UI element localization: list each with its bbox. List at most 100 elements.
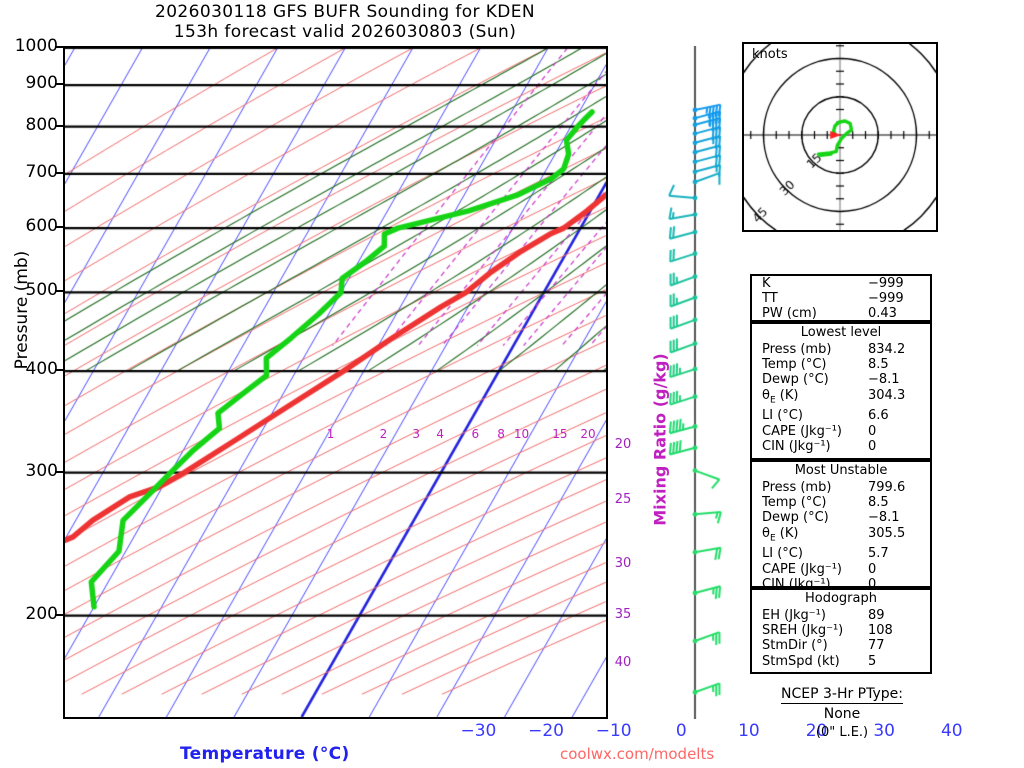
lowest-level-label: θE (K) <box>762 387 799 406</box>
skewt-diagram <box>65 48 606 717</box>
table-row: K −999 <box>752 276 930 291</box>
most-unstable-value: 0 <box>868 576 877 592</box>
pressure-tick-mark <box>55 369 63 372</box>
index-value: −999 <box>868 291 904 307</box>
most-unstable-label: Press (mb) <box>762 480 832 495</box>
altitude-tick-label: 25 <box>614 492 632 507</box>
mixing-ratio-tick-label: 3 <box>412 427 421 441</box>
mixing-ratio-tick-label: 2 <box>379 427 388 441</box>
watermark-credit: coolwx.com/modelts <box>560 745 715 763</box>
page-title: 2026030118 GFS BUFR Sounding for KDEN <box>154 2 535 22</box>
most-unstable-value: 0 <box>868 561 877 577</box>
hodo-stat-label: SREH (Jkg⁻¹) <box>762 623 844 639</box>
table-row: CAPE (Jkg⁻¹) 0 <box>752 424 930 439</box>
mixing-ratio-tick-label: 10 <box>513 427 530 441</box>
ptype-liquid-equivalent: (0" L.E.) <box>815 725 869 740</box>
pressure-tick-mark <box>55 124 63 127</box>
most-unstable-label: Dewp (°C) <box>762 510 829 526</box>
pressure-tick-label: 800 <box>25 114 58 135</box>
pressure-tick-mark <box>55 470 63 473</box>
temperature-tick-label: −10 <box>595 721 632 741</box>
most-unstable-label: Temp (°C) <box>762 495 827 511</box>
temperature-tick-label: 40 <box>940 721 963 741</box>
mixing-ratio-tick-label: 6 <box>471 427 480 441</box>
pressure-tick-label: 400 <box>25 359 58 380</box>
temperature-tick-label: 20 <box>805 721 828 741</box>
pressure-tick-label: 200 <box>25 603 58 624</box>
hodograph-units-label: knots <box>752 47 788 62</box>
table-row: CAPE (Jkg⁻¹) 0 <box>752 562 930 577</box>
table-row: TT −999 <box>752 291 930 306</box>
table-row: EH (Jkg⁻¹) 89 <box>752 608 930 623</box>
table-row: LI (°C) 6.6 <box>752 408 930 423</box>
pressure-tick-mark <box>55 290 63 293</box>
temperature-tick-label: 0 <box>675 721 687 741</box>
lowest-level-value: 0 <box>868 438 877 454</box>
table-row: SREH (Jkg⁻¹) 108 <box>752 623 930 638</box>
hodograph-stats-box: Hodograph EH (Jkg⁻¹) 89 SREH (Jkg⁻¹) 108 Stm… <box>750 588 932 674</box>
table-row: Dewp (°C) −8.1 <box>752 372 930 387</box>
table-row: θE (K) 304.3 <box>752 388 930 409</box>
pressure-tick-label: 500 <box>25 280 58 301</box>
pressure-tick-label: 700 <box>25 161 58 182</box>
table-row: CIN (Jkg⁻¹) 0 <box>752 439 930 454</box>
mixing-ratio-tick-label: 8 <box>497 427 505 441</box>
hodo-stat-label: StmDir (°) <box>762 638 828 654</box>
temperature-axis-label: Temperature (°C) <box>180 744 350 764</box>
most-unstable-label: LI (°C) <box>762 546 803 562</box>
pressure-tick-mark <box>55 226 63 229</box>
index-label: K <box>762 276 771 291</box>
hodograph-stats-heading: Hodograph <box>805 591 877 606</box>
index-value: 0.43 <box>868 306 897 322</box>
lowest-level-label: Press (mb) <box>762 342 832 357</box>
most-unstable-value: 5.7 <box>868 546 889 562</box>
table-row: Press (mb) 799.6 <box>752 480 930 495</box>
lowest-level-label: LI (°C) <box>762 408 803 424</box>
table-row: Press (mb) 834.2 <box>752 342 930 357</box>
lowest-level-label: Dewp (°C) <box>762 372 829 388</box>
lowest-level-label: CIN (Jkg⁻¹) <box>762 438 831 454</box>
pressure-tick-label: 300 <box>25 460 58 481</box>
pressure-tick-mark <box>55 83 63 86</box>
hodograph-panel: knots <box>742 42 938 232</box>
mixing-ratio-tick-label: 20 <box>580 427 596 441</box>
lowest-level-box: Lowest level Press (mb) 834.2 Temp (°C) 8.5… <box>750 322 932 460</box>
table-row: LI (°C) 5.7 <box>752 546 930 561</box>
pressure-tick-label: 1000 <box>14 36 58 56</box>
ptype-title: NCEP 3-Hr PType: <box>781 686 903 704</box>
hodo-stat-label: StmSpd (kt) <box>762 653 840 669</box>
temperature-tick-label: −20 <box>528 721 564 741</box>
lowest-level-label: Temp (°C) <box>762 357 827 373</box>
altitude-tick-label: 20 <box>614 437 632 452</box>
table-row: PW (cm) 0.43 <box>752 306 930 321</box>
index-label: TT <box>762 291 778 307</box>
temperature-tick-label: −30 <box>460 721 497 741</box>
skewt-plot-frame <box>63 46 608 719</box>
pressure-tick-mark <box>55 613 63 616</box>
most-unstable-label: θE (K) <box>762 525 799 544</box>
table-row: Temp (°C) 8.5 <box>752 357 930 372</box>
table-row: StmSpd (kt) 5 <box>752 654 930 669</box>
pressure-tick-label: 600 <box>25 216 58 237</box>
hodo-stat-value: 5 <box>868 653 877 669</box>
hodo-stat-label: EH (Jkg⁻¹) <box>762 608 826 623</box>
chart-subtitle: 153h forecast valid 2026030803 (Sun) <box>173 22 517 42</box>
hodo-stat-value: 77 <box>868 638 885 654</box>
altitude-tick-label: 30 <box>614 556 632 571</box>
most-unstable-box: Most Unstable Press (mb) 799.6 Temp (°C) 8.… <box>750 460 932 592</box>
most-unstable-heading: Most Unstable <box>794 463 888 478</box>
pressure-tick-label: 900 <box>25 73 58 94</box>
most-unstable-value: −8.1 <box>868 510 900 526</box>
most-unstable-value: 799.6 <box>868 480 906 495</box>
lowest-level-value: 6.6 <box>868 408 889 424</box>
most-unstable-value: 8.5 <box>868 495 889 511</box>
mixing-ratio-tick-label: 1 <box>326 427 335 441</box>
temperature-tick-label: 30 <box>873 721 895 741</box>
table-row: Dewp (°C) −8.1 <box>752 510 930 525</box>
hodo-stat-value: 108 <box>868 623 893 639</box>
lowest-level-value: 8.5 <box>868 357 889 373</box>
lowest-level-value: 0 <box>868 423 877 439</box>
lowest-level-value: 304.3 <box>868 387 906 403</box>
ptype-panel: NCEP 3-Hr PType: None (0" L.E.) <box>742 686 942 742</box>
hodograph-plot <box>744 44 936 230</box>
